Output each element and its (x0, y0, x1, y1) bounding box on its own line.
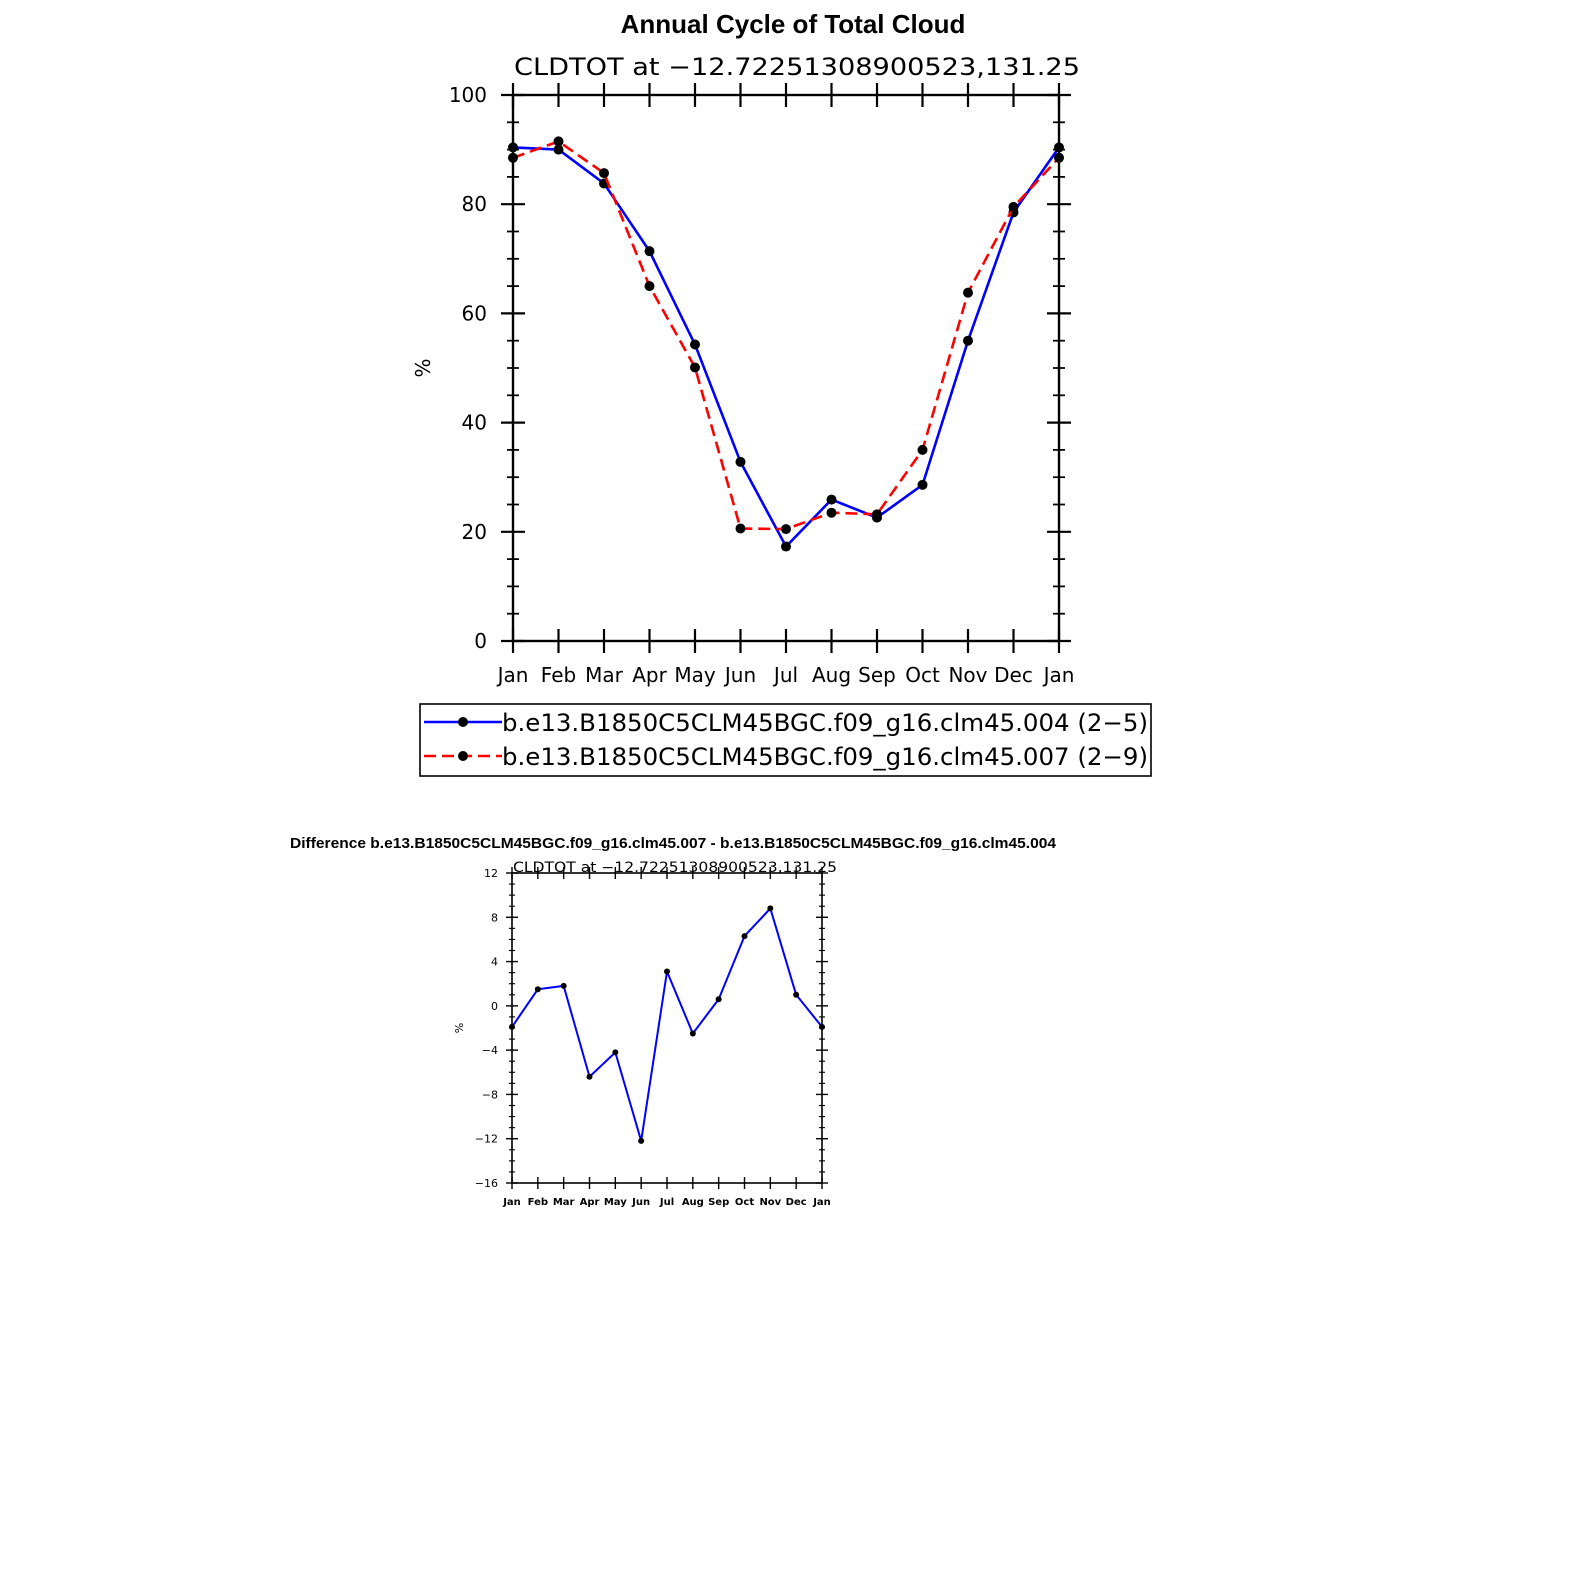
top-xtick-label: Jul (772, 663, 798, 687)
diff-series-1-point (612, 1049, 619, 1056)
top-chart-subtitle: CLDTOT at −12.72251308900523,131.25 (514, 53, 1080, 81)
diff-series-1-point (534, 986, 541, 993)
top-series-2-point (963, 287, 973, 298)
diff-series-1-point (767, 905, 774, 912)
top-series-1-line (512, 146, 1061, 548)
diff-ytick-label: 12 (484, 867, 498, 880)
diff-series-1-point (586, 1073, 593, 1080)
diff-xtick-label: Apr (580, 1197, 600, 1208)
top-xtick-label: Sep (858, 663, 896, 687)
diff-xtick-label: Feb (528, 1197, 548, 1208)
diff-xtick-label: Jun (631, 1197, 650, 1208)
diff-chart-subtitle: CLDTOT at −12.72251308900523,131.25 (513, 860, 837, 876)
diff-series-1-point (819, 1023, 825, 1030)
diff-ytick-label: −16 (475, 1177, 498, 1190)
top-xtick-label: Feb (541, 663, 576, 687)
diff-xtick-label: Mar (553, 1197, 575, 1208)
top-series-1-point (644, 246, 655, 257)
top-series-2-point (781, 524, 791, 535)
diff-xtick-label: Jul (659, 1197, 674, 1208)
top-chart-title: Annual Cycle of Total Cloud (621, 9, 966, 39)
top-chart-legend: b.e13.B1850C5CLM45BGC.f09_g16.clm45.004 … (419, 703, 1152, 777)
top-xtick-label: Aug (812, 663, 851, 687)
diff-xtick-label: Aug (682, 1197, 704, 1208)
diff-series-1-point (741, 933, 748, 940)
top-series-2-point (1054, 152, 1064, 163)
diff-ytick-label: 8 (491, 911, 498, 924)
legend-box (419, 703, 1152, 777)
top-series-2-point (690, 362, 700, 373)
top-series-1-point (1054, 142, 1064, 153)
diff-series-1-point (664, 968, 670, 975)
diff-series-1-point (715, 996, 722, 1003)
diff-xtick-label: Dec (786, 1197, 807, 1208)
top-series-1-point (553, 144, 564, 155)
diff-plot-frame (511, 872, 823, 1184)
top-series-2-line (512, 140, 1060, 531)
top-ytick-label: 0 (474, 629, 487, 653)
diff-xtick-label: Jan (812, 1197, 831, 1208)
top-series-2-point (917, 444, 928, 455)
diff-series-1-point (793, 991, 800, 998)
top-series-1-point (508, 142, 518, 153)
diff-series-1-point (689, 1030, 696, 1037)
top-xtick-label: Jun (723, 663, 756, 687)
legend-entry-2: b.e13.B1850C5CLM45BGC.f09_g16.clm45.007 … (502, 743, 1148, 771)
top-series-2-point (1008, 201, 1019, 212)
top-ytick-label: 20 (462, 520, 487, 544)
diff-ytick-label: 0 (491, 1000, 498, 1013)
diff-xtick-label: Jan (502, 1197, 521, 1208)
diff-xtick-label: Nov (759, 1197, 781, 1208)
top-ytick-label: 40 (462, 411, 487, 435)
diff-series-1-point (509, 1023, 515, 1030)
diff-ytick-label: −4 (482, 1044, 498, 1057)
diff-xtick-label: May (604, 1197, 627, 1208)
top-xtick-label: May (674, 663, 716, 687)
top-series-1-point (735, 456, 746, 467)
legend-marker-2 (458, 751, 468, 761)
diff-xtick-label: Sep (708, 1197, 729, 1208)
diff-ytick-label: −12 (475, 1133, 498, 1146)
top-series-1-point (917, 479, 928, 490)
diff-xtick-label: Oct (735, 1197, 754, 1208)
top-series-2-point (553, 136, 564, 147)
top-ytick-label: 60 (462, 301, 487, 325)
top-series-1-point (690, 339, 700, 350)
diff-chart: −16 −12 −8 −4 0 4 8 12 Jan Feb Mar Apr May Jun Jul Aug S… (453, 867, 831, 1208)
legend-entry-1: b.e13.B1850C5CLM45BGC.f09_g16.clm45.004 … (502, 709, 1148, 737)
top-series-2-point (872, 509, 882, 520)
top-xtick-label: Jan (496, 663, 529, 687)
diff-ytick-label: 4 (491, 956, 498, 969)
top-ytick-label: 80 (462, 192, 487, 216)
top-xtick-label: Apr (632, 663, 667, 687)
top-xtick-label: Oct (905, 663, 940, 687)
top-ytick-label: 100 (449, 83, 487, 107)
top-xtick-label: Mar (585, 663, 624, 687)
top-xtick-label: Nov (948, 663, 987, 687)
top-ylabel: % (411, 358, 435, 377)
top-series-1-point (826, 494, 837, 505)
top-series-2-point (735, 523, 746, 534)
diff-ytick-label: −8 (482, 1088, 498, 1101)
diff-series-1-point (638, 1137, 645, 1144)
top-series-2-point (508, 152, 518, 163)
top-series-1-point (963, 335, 973, 346)
diff-series-1-line (511, 907, 823, 1142)
legend-marker-1 (458, 717, 468, 727)
top-series-1-point (781, 541, 791, 552)
top-xtick-label: Dec (994, 663, 1033, 687)
top-series-2-point (826, 507, 837, 518)
top-series-2-point (599, 168, 609, 179)
diff-chart-title: Difference b.e13.B1850C5CLM45BGC.f09_g16… (290, 836, 1056, 852)
top-chart: 0 20 40 60 80 100 Jan Feb Mar Apr May Jun Jul Aug Sep O… (411, 83, 1074, 687)
diff-ylabel: % (453, 1023, 466, 1033)
top-series-2-point (644, 281, 655, 292)
top-xtick-label: Jan (1042, 663, 1075, 687)
diff-series-1-point (560, 982, 567, 989)
